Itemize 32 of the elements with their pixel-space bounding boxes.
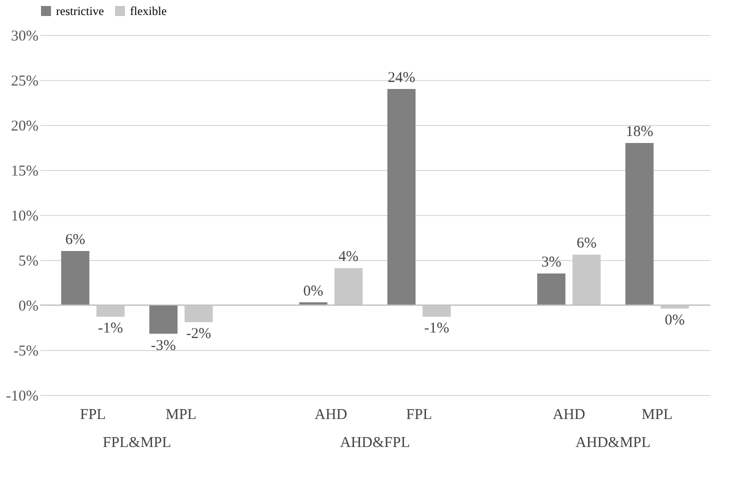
data-label: -1% [424, 320, 450, 337]
y-tick-label: 20% [11, 118, 38, 134]
x-tick-label: FPL [406, 407, 432, 423]
data-label: 4% [338, 249, 359, 266]
data-label: -1% [98, 320, 124, 337]
data-label: 0% [303, 283, 324, 300]
y-tick-label: -10% [6, 388, 38, 404]
data-label: 6% [65, 232, 86, 248]
y-tick-label: 0% [18, 298, 38, 314]
legend-label: flexible [130, 4, 167, 18]
x-tick-label: MPL [642, 407, 673, 423]
text: FPL&MPL [102, 435, 172, 451]
y-tick-label: 10% [11, 208, 38, 224]
x-tick-label: AHD [552, 407, 586, 423]
x-tick-label: AHD [314, 407, 348, 423]
y-tick-label: 25% [11, 74, 38, 90]
y-tick-label: -5% [14, 344, 38, 360]
data-label: 18% [626, 124, 654, 140]
data-label: -3% [150, 338, 176, 354]
y-tick-label: 5% [18, 254, 38, 270]
data-label: 3% [541, 254, 562, 270]
text: AHD&MPL [576, 435, 651, 451]
text: AHD&FPL [340, 435, 410, 451]
data-label: 0% [664, 312, 685, 329]
y-tick-label: 30% [11, 28, 38, 44]
data-label: 6% [576, 236, 597, 252]
legend-label: restrictive [56, 4, 104, 18]
x-tick-label: FPL [80, 407, 106, 423]
data-label: 24% [388, 70, 416, 86]
x-tick-label: MPL [166, 407, 196, 423]
data-label: -2% [186, 326, 212, 342]
y-tick-label: 15% [11, 164, 38, 180]
